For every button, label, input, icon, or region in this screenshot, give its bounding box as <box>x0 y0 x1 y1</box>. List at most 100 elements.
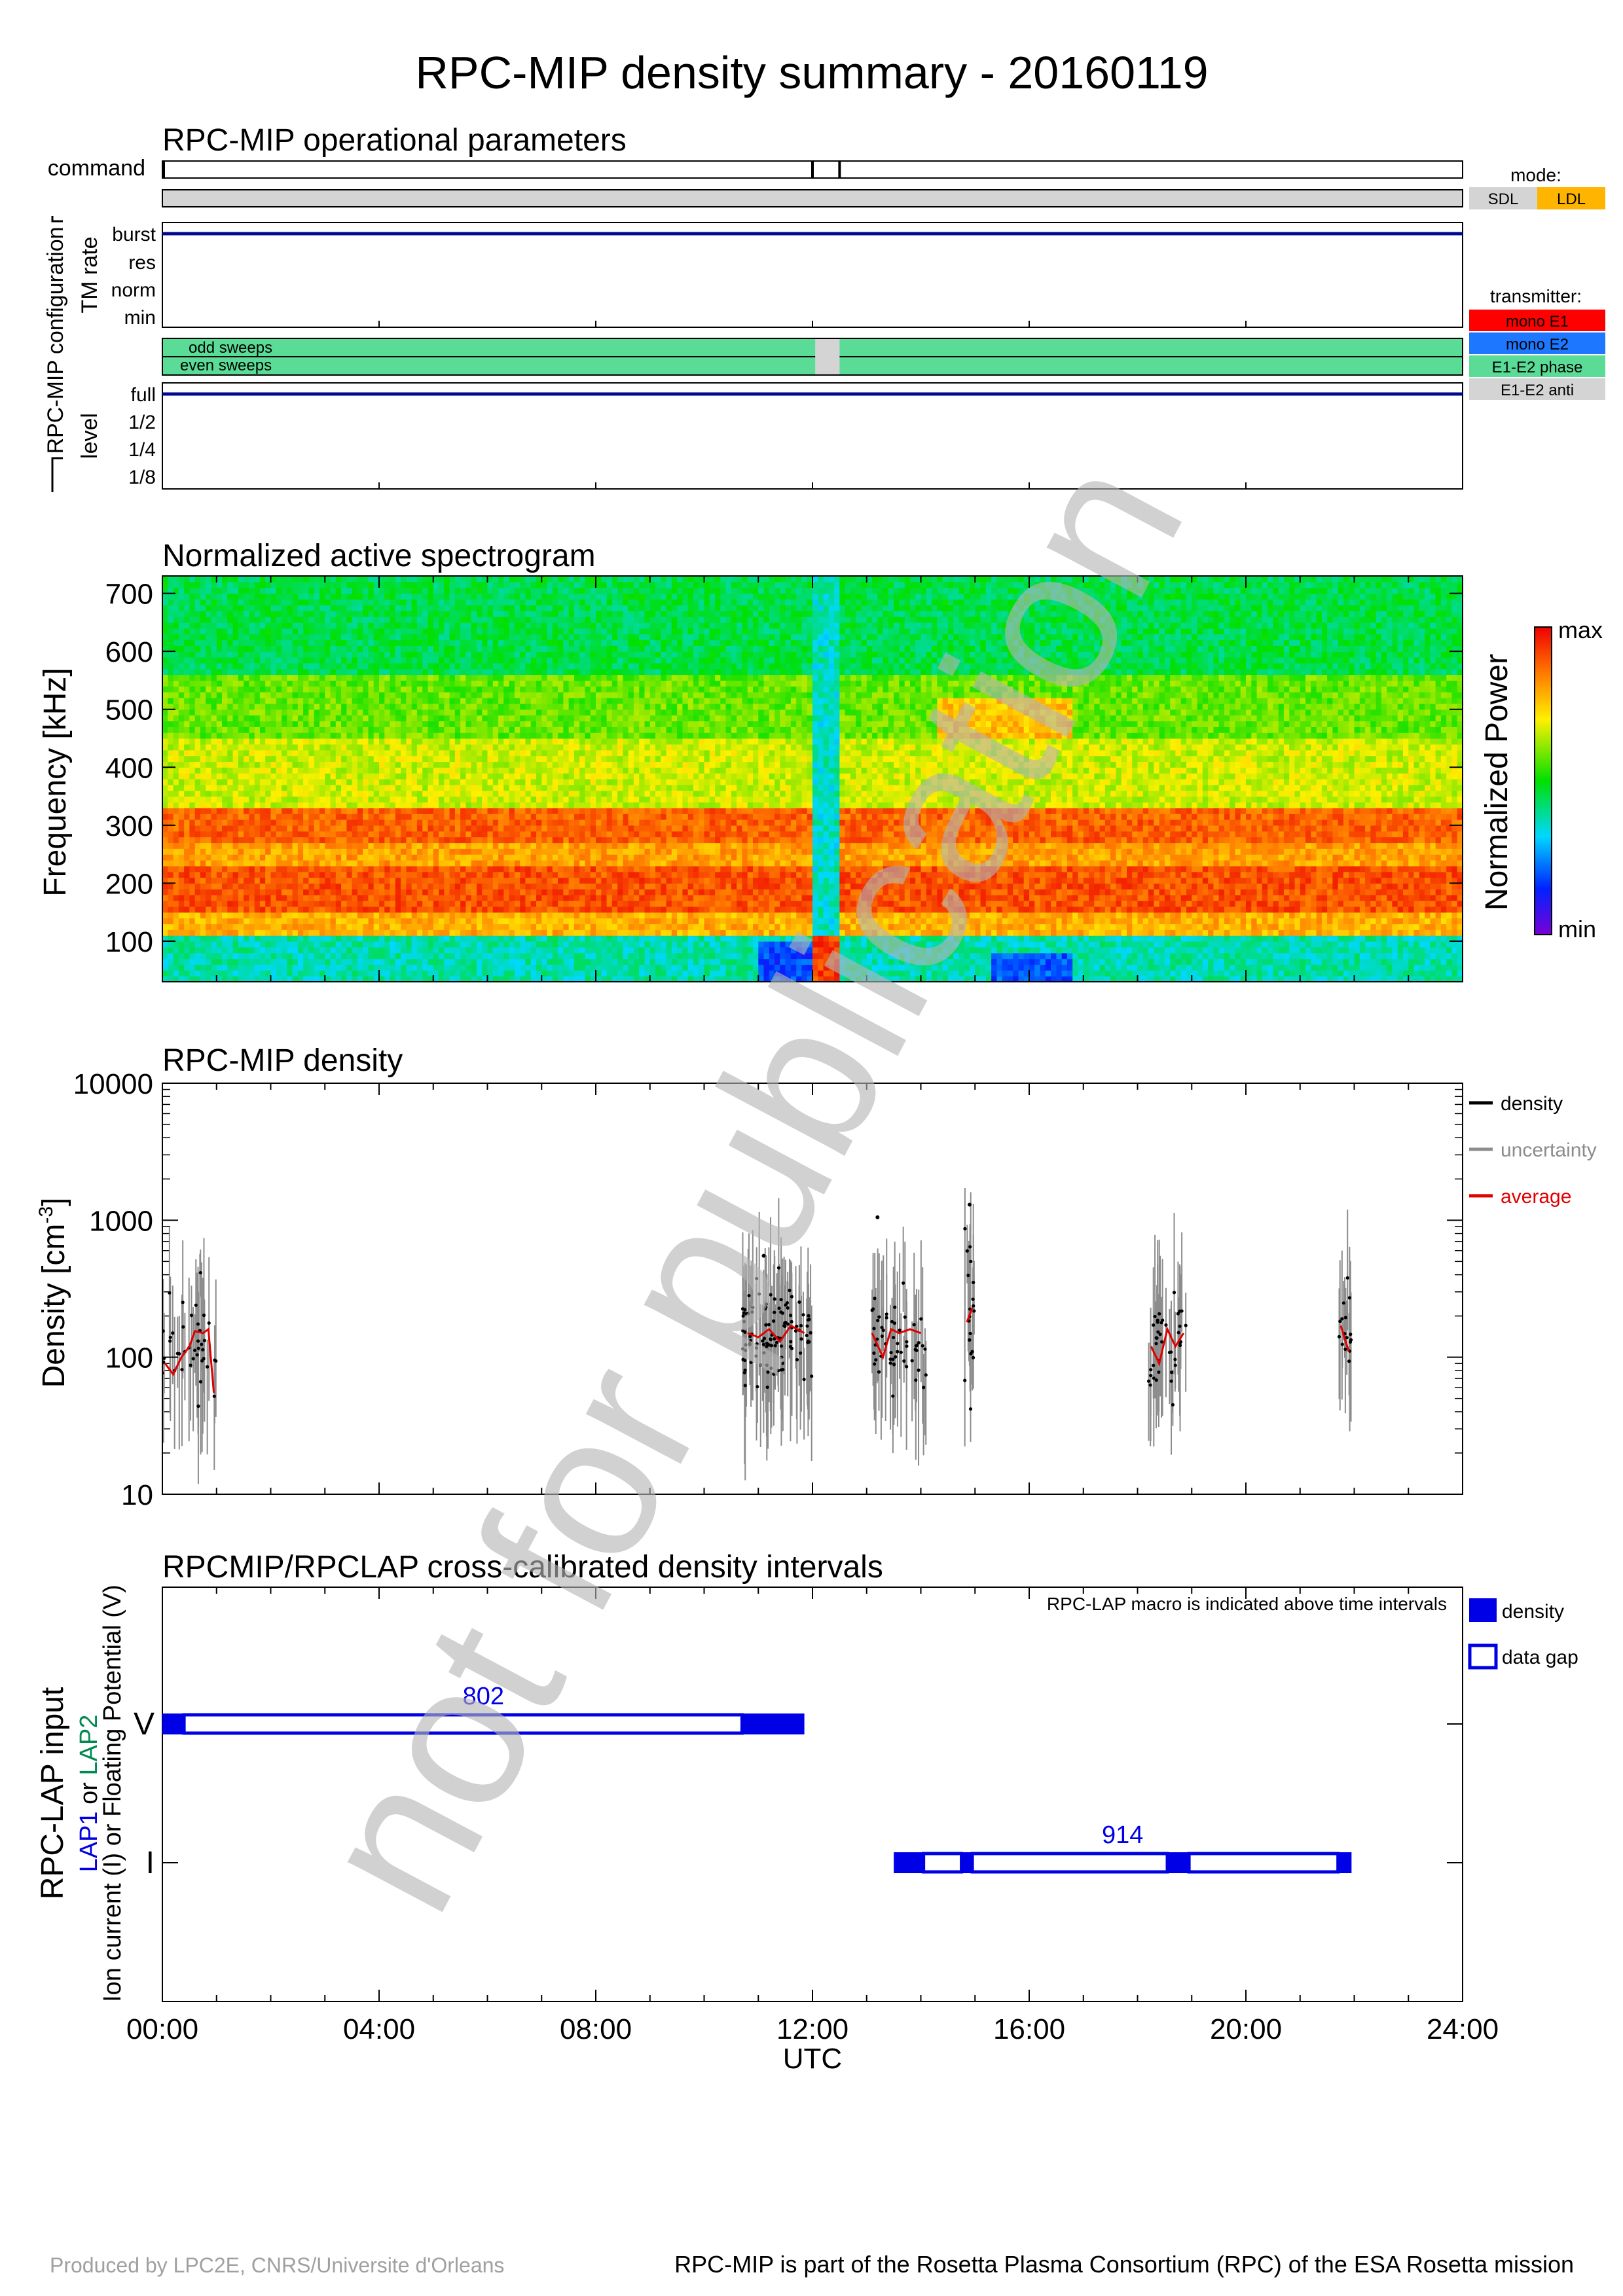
spectrogram-cell <box>439 895 445 901</box>
spectrogram-cell <box>369 709 374 716</box>
spectrogram-cell <box>308 726 314 733</box>
spectrogram-cell <box>369 924 374 930</box>
spectrogram-cell <box>406 872 412 878</box>
spectrogram-cell <box>189 622 195 629</box>
spectrogram-cell <box>493 860 499 867</box>
spectrogram-cell <box>173 617 179 623</box>
spectrogram-cell <box>222 704 228 710</box>
spectrogram-cell <box>369 779 374 785</box>
spectrogram-cell <box>531 883 537 889</box>
spectrogram-cell <box>498 576 504 583</box>
spectrogram-cell <box>384 837 390 844</box>
spectrogram-cell <box>238 854 244 861</box>
spectrogram-cell <box>303 854 309 861</box>
spectrogram-cell <box>168 854 173 861</box>
spectrogram-cell <box>515 959 520 965</box>
spectrogram-cell <box>363 791 369 797</box>
spectrogram-cell <box>369 802 374 808</box>
spectrogram-cell <box>390 686 396 692</box>
spectrogram-cell <box>471 819 477 826</box>
spectrogram-cell <box>395 726 401 733</box>
spectrogram-cell <box>357 959 363 965</box>
spectrogram-cell <box>412 773 418 780</box>
spectrogram-cell <box>357 791 363 797</box>
spectrogram-cell <box>260 941 266 948</box>
spectrogram-cell <box>417 895 423 901</box>
spectrogram-cell <box>211 651 217 658</box>
spectrogram-cell <box>450 906 456 913</box>
spectrogram-cell <box>244 837 249 844</box>
spectrogram-cell <box>520 953 526 960</box>
spectrogram-cell <box>482 848 488 855</box>
spectrogram-cell <box>249 831 255 838</box>
spectrogram-cell <box>276 744 282 751</box>
spectrogram-cell <box>331 675 337 681</box>
spectrogram-cell <box>417 576 423 583</box>
spectrogram-cell <box>433 669 439 675</box>
spectrogram-cell <box>406 645 412 652</box>
spectrogram-cell <box>341 709 347 716</box>
spectrogram-cell <box>493 819 499 826</box>
spectrogram-cell <box>520 825 526 832</box>
spectrogram-cell <box>238 802 244 808</box>
spectrogram-cell <box>287 895 293 901</box>
spectrogram-cell <box>293 918 299 925</box>
spectrogram-cell <box>384 970 390 977</box>
level-box <box>162 383 1463 489</box>
spectrogram-cell <box>406 791 412 797</box>
spectrogram-cell <box>477 622 483 629</box>
spectrogram-cell <box>282 651 287 658</box>
spectrogram-cell <box>515 663 520 670</box>
spectrogram-cell <box>331 848 337 855</box>
spectrogram-cell <box>325 866 331 872</box>
figure-title: RPC-MIP density summary - 20160119 <box>415 47 1208 98</box>
spectrogram-cell <box>450 889 456 895</box>
mode-ldl-label: LDL <box>1557 190 1586 208</box>
spectrogram-cell <box>206 819 211 826</box>
spectrogram-cell <box>265 686 271 692</box>
spectrogram-cell <box>227 825 233 832</box>
spectrogram-cell <box>531 750 537 757</box>
spectrogram-cell <box>282 929 287 936</box>
spectrogram-cell <box>162 872 168 878</box>
spectrogram-cell <box>276 738 282 745</box>
spectrogram-cell <box>265 651 271 658</box>
spectrogram-cell <box>493 935 499 942</box>
spectrogram-cell <box>428 901 434 907</box>
spectrogram-cell <box>525 686 531 692</box>
spectrogram-cell <box>520 912 526 919</box>
spectrogram-cell <box>222 860 228 867</box>
spectrogram-cell <box>509 594 515 600</box>
spectrogram-cell <box>233 779 239 785</box>
spectrogram-cell <box>509 639 515 646</box>
spectrogram-cell <box>222 680 228 687</box>
spectrogram-cell <box>303 941 309 948</box>
spectrogram-cell <box>325 906 331 913</box>
spectrogram-cell <box>520 639 526 646</box>
spectrogram-cell <box>477 918 483 925</box>
spectrogram-cell <box>303 639 309 646</box>
spectrogram-cell <box>282 715 287 722</box>
spectrogram-cell <box>293 634 299 641</box>
spectrogram-cell <box>482 675 488 681</box>
spectrogram-cell <box>363 698 369 704</box>
spectrogram-cell <box>455 831 461 838</box>
spectrogram-cell <box>531 605 537 611</box>
spectrogram-cell <box>271 669 277 675</box>
spectrogram-cell <box>352 953 358 960</box>
spectrogram-cell <box>374 645 380 652</box>
spectrogram-cell <box>238 622 244 629</box>
spectrogram-cell <box>200 825 206 832</box>
spectrogram-cell <box>422 628 428 635</box>
spectrogram-cell <box>531 872 537 878</box>
spectrogram-cell <box>303 599 309 605</box>
spectrogram-cell <box>465 732 471 739</box>
spectrogram-cell <box>200 622 206 629</box>
spectrogram-cell <box>314 582 320 588</box>
spectrogram-cell <box>260 797 266 803</box>
spectrogram-cell <box>488 738 494 745</box>
spectrogram-cell <box>488 924 494 930</box>
spectrogram-cell <box>206 901 211 907</box>
spectrogram-cell <box>189 639 195 646</box>
spectrogram-cell <box>369 639 374 646</box>
